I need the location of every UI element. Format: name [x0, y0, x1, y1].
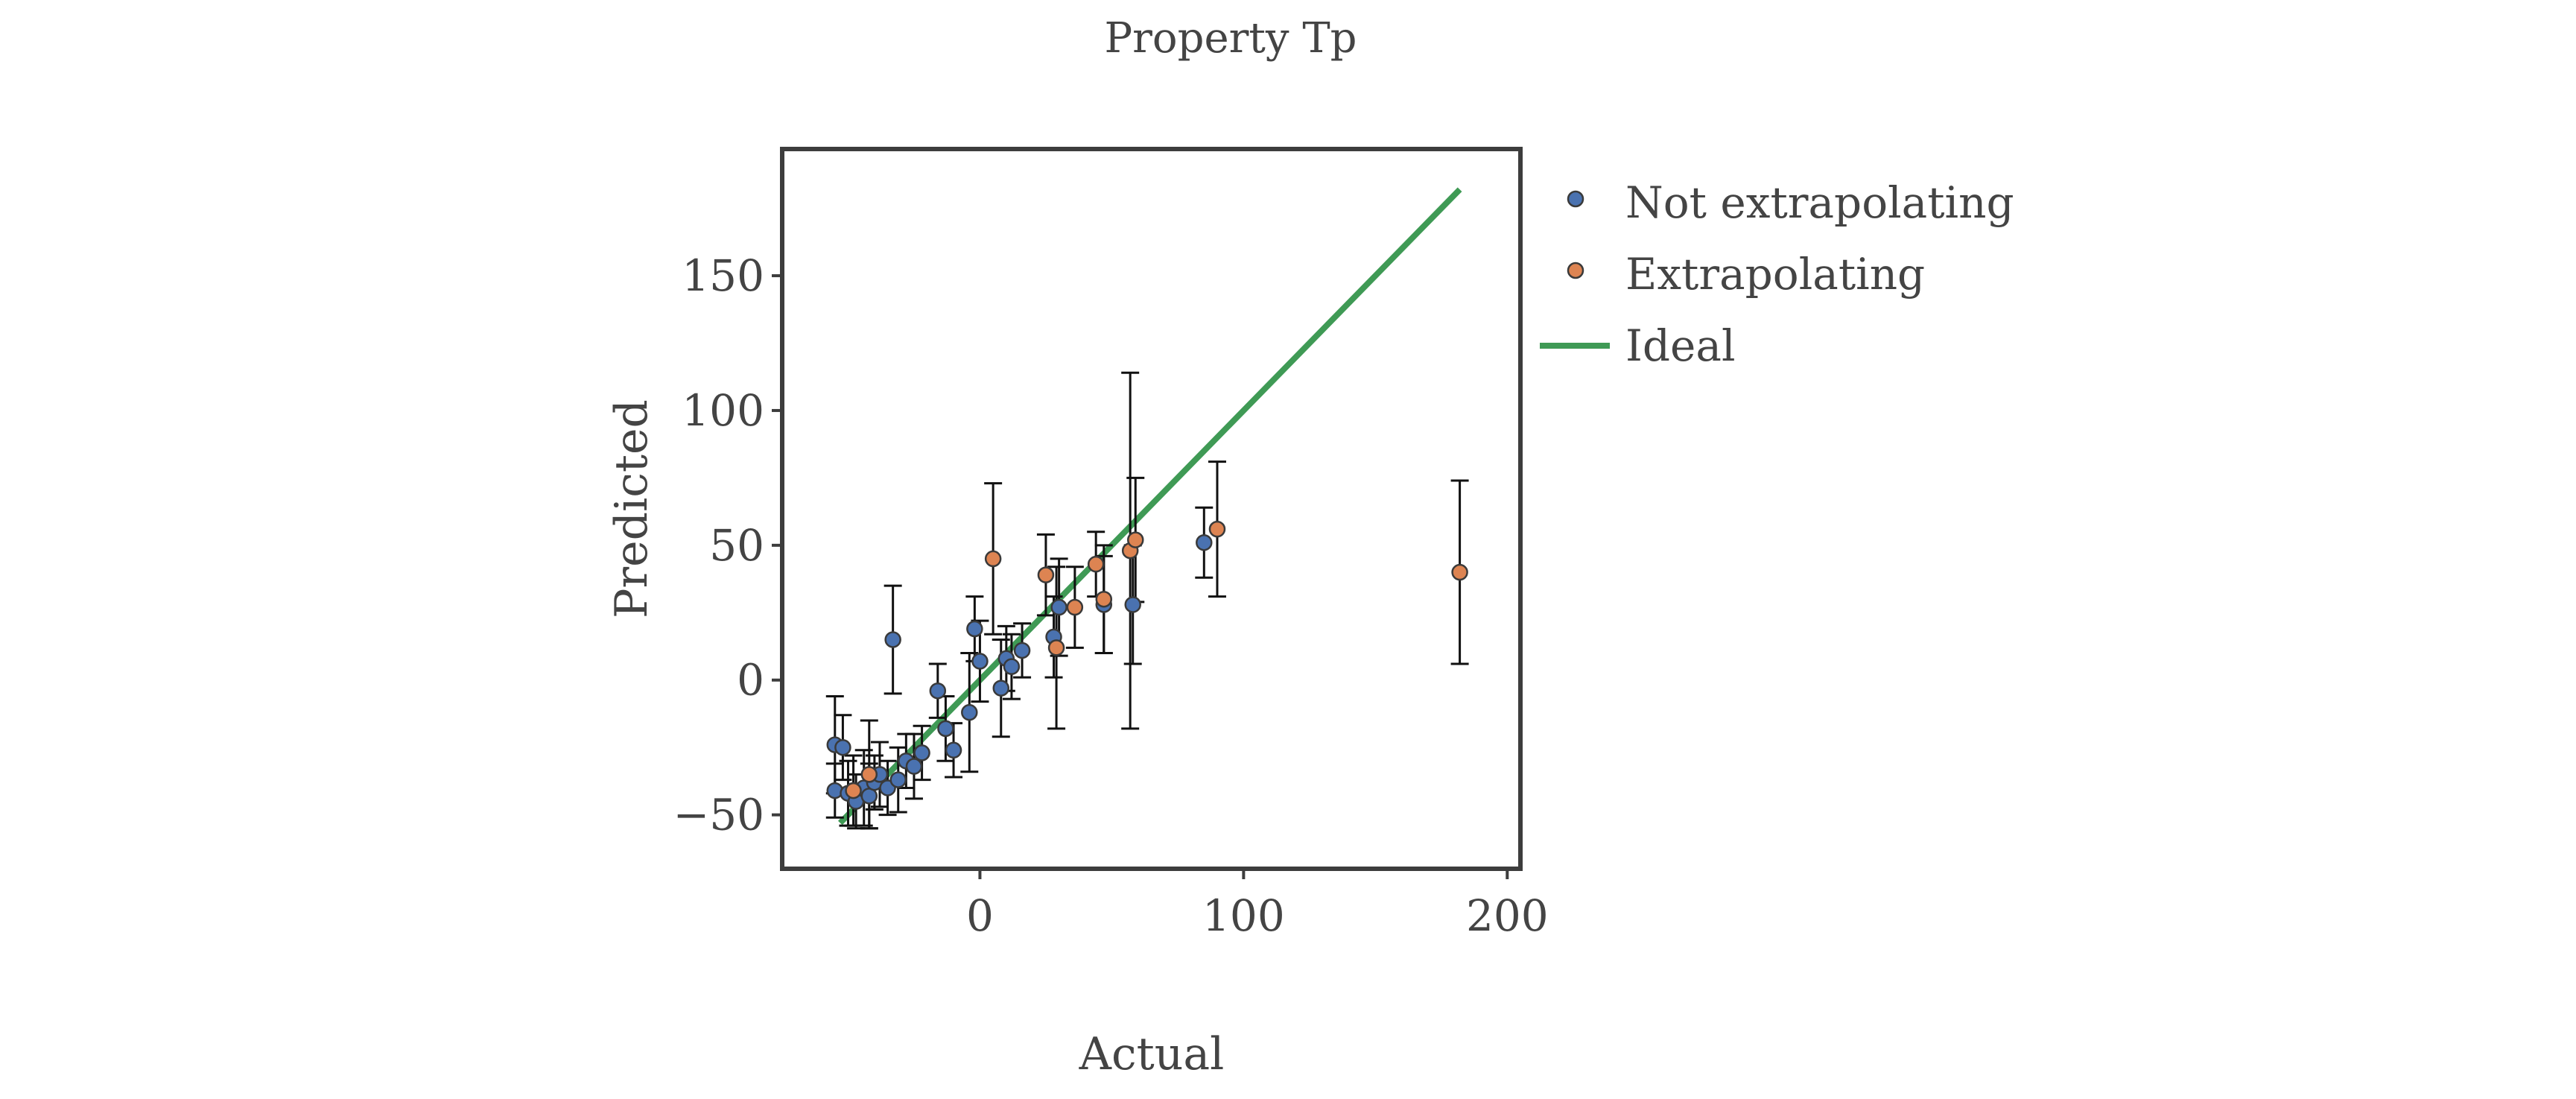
- legend-marker: [1567, 262, 1584, 279]
- ideal-line-layer: [838, 187, 1462, 826]
- extrapolating-point-3: [1037, 566, 1055, 583]
- x-axis-ticks: 0 100 200: [966, 869, 1549, 941]
- legend-label: Not extrapolating: [1625, 177, 2014, 228]
- not-extrapolating-point-15: [929, 682, 947, 700]
- legend-label: Extrapolating: [1625, 249, 1925, 300]
- not-extrapolating-point-13: [905, 758, 923, 775]
- x-tick-label: 0: [966, 890, 994, 941]
- not-extrapolating-point-20: [971, 653, 989, 670]
- x-tick-label: 200: [1466, 890, 1549, 941]
- not-extrapolating-point-18: [961, 703, 978, 721]
- legend-item-extrapolating: Extrapolating: [1567, 249, 1925, 300]
- legend-marker: [1567, 190, 1584, 208]
- y-tick-label: 150: [682, 250, 764, 301]
- not-extrapolating-point-26: [1050, 598, 1067, 616]
- not-extrapolating-point-21: [992, 680, 1010, 697]
- ideal-line: [838, 187, 1462, 826]
- not-extrapolating-point-16: [937, 720, 954, 738]
- not-extrapolating-point-10: [884, 631, 901, 648]
- extrapolating-point-4: [1047, 639, 1065, 656]
- chart-title: Property Tp: [1104, 14, 1357, 63]
- extrapolating-point-0: [845, 782, 862, 799]
- not-extrapolating-point-19: [966, 620, 983, 638]
- extrapolating-point-5: [1066, 598, 1084, 616]
- extrapolating-point-9: [1127, 531, 1144, 548]
- not-extrapolating-point-1: [834, 738, 851, 756]
- not-extrapolating-point-24: [1013, 642, 1031, 659]
- y-axis-label: Predicted: [606, 399, 658, 618]
- extrapolating-point-1: [860, 766, 878, 783]
- extrapolating-point-11: [1451, 563, 1468, 581]
- y-axis-ticks: −50 0 50 100 150: [673, 250, 782, 840]
- x-axis-label: Actual: [1079, 1028, 1225, 1080]
- extrapolating-point-6: [1087, 555, 1105, 573]
- legend-item-not-extrapolating: Not extrapolating: [1567, 177, 2014, 228]
- extrapolating-point-2: [984, 550, 1002, 568]
- y-tick-label: 50: [709, 520, 764, 571]
- legend-label: Ideal: [1625, 320, 1736, 371]
- not-extrapolating-point-28: [1124, 596, 1141, 613]
- legend-item-ideal: Ideal: [1540, 320, 1736, 371]
- not-extrapolating-point-17: [945, 741, 962, 759]
- legend: Not extrapolating Extrapolating Ideal: [1540, 177, 2014, 371]
- y-tick-label: −50: [673, 790, 764, 840]
- plot-frame: [780, 147, 1523, 871]
- y-tick-label: 0: [737, 655, 764, 706]
- not-extrapolating-point-29: [1196, 533, 1213, 551]
- points-layer: [826, 520, 1468, 810]
- x-tick-label: 100: [1202, 890, 1285, 941]
- extrapolating-point-10: [1208, 520, 1226, 538]
- extrapolating-point-7: [1095, 590, 1113, 608]
- y-tick-label: 100: [682, 385, 764, 436]
- not-extrapolating-point-11: [889, 771, 907, 788]
- not-extrapolating-point-14: [913, 744, 930, 761]
- not-extrapolating-point-23: [1003, 658, 1021, 675]
